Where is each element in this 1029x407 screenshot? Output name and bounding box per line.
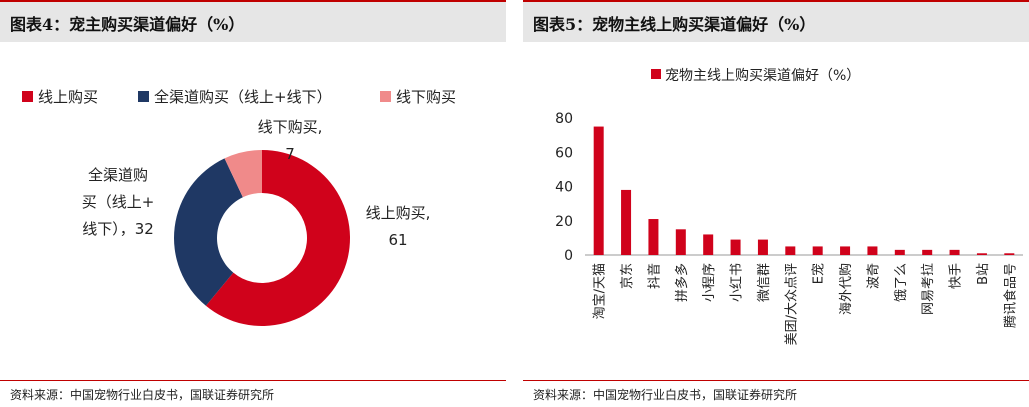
donut-slice <box>224 150 262 198</box>
x-tick-label: 小红书 <box>729 263 745 302</box>
bar <box>648 219 659 255</box>
bar <box>840 246 851 255</box>
x-tick-label: E宠 <box>811 263 827 284</box>
data-label: 7 <box>285 145 295 163</box>
bar <box>922 249 933 255</box>
x-tick-label: 饿了么 <box>894 263 909 302</box>
data-label: 61 <box>388 231 407 249</box>
data-label: 线上购买, <box>366 204 431 222</box>
y-tick-label: 0 <box>564 248 573 264</box>
right-chart-title: 图表5：宠物主线上购买渠道偏好（%） <box>533 15 816 34</box>
data-label: 线下购买, <box>258 118 323 136</box>
x-tick-label: 京东 <box>620 263 635 289</box>
bar <box>949 249 960 255</box>
y-tick-label: 40 <box>555 180 573 196</box>
legend-swatch <box>651 69 661 79</box>
bar <box>1004 253 1015 255</box>
x-tick-label: B站 <box>976 263 991 285</box>
bar <box>703 234 714 255</box>
bar <box>675 229 686 255</box>
x-tick-label: 拼多多 <box>674 263 690 302</box>
legend-swatch <box>138 91 149 102</box>
x-tick-label: 微信群 <box>757 263 772 302</box>
right-panel: 图表5：宠物主线上购买渠道偏好（%） 宠物主线上购买渠道偏好（%） 0 20 40 60… <box>523 0 1029 407</box>
legend-label: 全渠道购买（线上+线下） <box>154 88 332 106</box>
legend-swatch <box>22 91 33 102</box>
x-tick-label: 小程序 <box>702 263 717 302</box>
bar <box>894 249 905 255</box>
y-tick-label: 20 <box>555 214 573 230</box>
legend-label: 线下购买 <box>396 88 456 106</box>
left-panel: 图表4：宠主购买渠道偏好（%） 线上购买 全渠道购买（线上+线下） 线下购买 线上购买… <box>0 0 506 407</box>
right-title-bar: 图表5：宠物主线上购买渠道偏好（%） <box>523 0 1029 42</box>
bar <box>785 246 796 255</box>
bar <box>593 126 604 255</box>
bar <box>812 246 823 255</box>
donut-slice <box>205 150 351 327</box>
x-tick-label: 快手 <box>949 263 964 289</box>
x-tick-label: 海外代购 <box>838 263 854 315</box>
data-label: 线下），32 <box>82 220 154 238</box>
left-source-divider <box>0 380 506 381</box>
x-tick-label: 波奇 <box>865 263 881 289</box>
bar <box>730 239 741 255</box>
x-tick-label: 腾讯食品号 <box>1002 263 1018 328</box>
bar <box>976 253 987 255</box>
left-chart-title: 图表4：宠主购买渠道偏好（%） <box>10 15 245 34</box>
donut-slice <box>174 158 243 306</box>
legend-label: 宠物主线上购买渠道偏好（%） <box>665 68 860 84</box>
right-source-divider <box>523 380 1029 381</box>
right-source: 资料来源：中国宠物行业白皮书，国联证券研究所 <box>533 388 798 402</box>
bar <box>621 189 632 255</box>
left-source: 资料来源：中国宠物行业白皮书，国联证券研究所 <box>10 388 275 402</box>
data-label: 买（线上+ <box>82 193 155 211</box>
bar <box>757 239 768 255</box>
bar-chart: 宠物主线上购买渠道偏好（%） 0 20 40 60 80 淘宝/天猫 京东 抖音 拼多多 小程序 小红… <box>555 68 1023 345</box>
x-tick-label: 美团/大众点评 <box>784 263 799 345</box>
x-tick-label: 抖音 <box>646 263 662 289</box>
bar <box>867 246 878 255</box>
x-tick-label: 网易考拉 <box>921 263 936 315</box>
left-title-bar: 图表4：宠主购买渠道偏好（%） <box>0 0 506 42</box>
data-label: 全渠道购 <box>88 166 148 184</box>
legend-label: 线上购买 <box>38 88 98 106</box>
y-tick-label: 60 <box>555 145 573 161</box>
x-tick-label: 淘宝/天猫 <box>593 263 608 319</box>
legend-swatch <box>380 91 391 102</box>
y-tick-label: 80 <box>555 111 573 127</box>
